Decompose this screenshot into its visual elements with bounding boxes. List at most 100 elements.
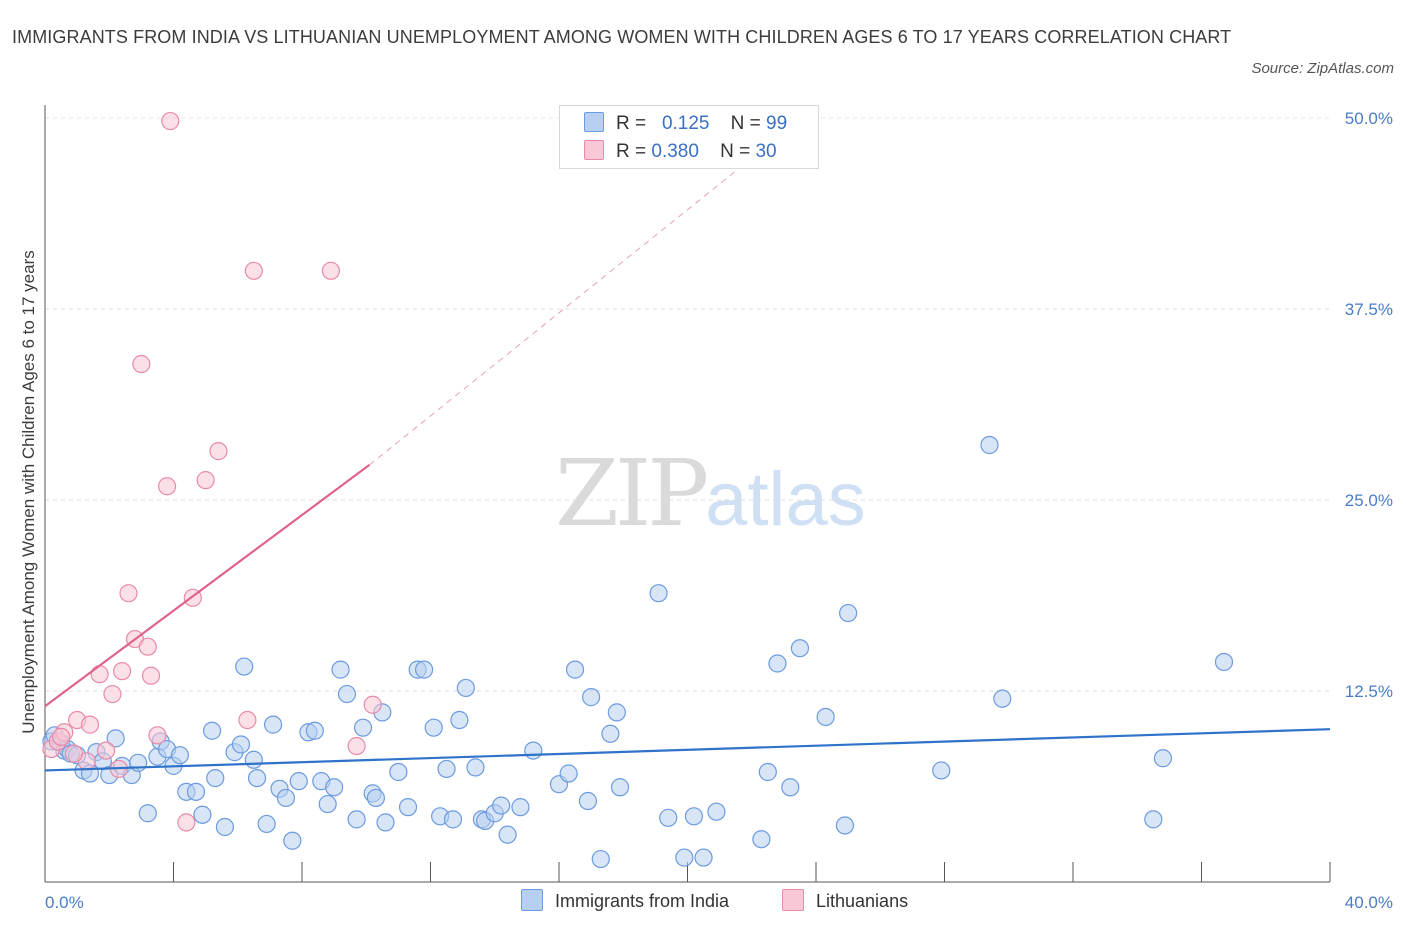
india-point	[106, 729, 125, 748]
india-point	[684, 807, 704, 826]
lithuanian-point	[177, 813, 196, 832]
bottom-legend-lithuanians: Lithuanians	[782, 889, 908, 912]
india-point	[138, 804, 157, 823]
y-tick-label: 12.5%	[1345, 682, 1393, 701]
legend-r-value: 0.125	[661, 113, 710, 134]
bottom-legend-label: Immigrants from India	[555, 891, 730, 911]
india-point	[366, 788, 385, 808]
lithuanian-point	[321, 261, 341, 280]
india-point	[337, 684, 357, 704]
india-point	[129, 753, 148, 772]
india-point	[835, 816, 855, 835]
y-tick-label: 25.0%	[1345, 491, 1393, 510]
india-point	[758, 762, 777, 782]
india-point	[1144, 810, 1163, 829]
bottom-legend-india: Immigrants from India	[521, 889, 729, 912]
lithuanian-trend-extension	[369, 160, 749, 466]
india-point	[437, 759, 456, 779]
india-point	[202, 721, 222, 740]
bottom-legend-swatch-lithuanians	[782, 889, 804, 911]
india-point	[276, 788, 296, 808]
india-point	[443, 810, 463, 829]
lithuanian-point	[51, 727, 71, 746]
y-tick-label: 50.0%	[1345, 109, 1393, 128]
lithuanian-point	[148, 726, 167, 745]
india-point	[781, 778, 800, 797]
india-point	[215, 817, 234, 837]
bottom-legend-label: Lithuanians	[816, 891, 909, 911]
india-point	[414, 660, 434, 679]
legend-row-lithuanians: R = 0.380 N = 30	[584, 140, 777, 166]
india-point	[1153, 749, 1173, 768]
india-point	[675, 848, 694, 867]
lithuanian-point	[119, 584, 138, 603]
india-point	[752, 830, 771, 849]
india-point	[601, 724, 620, 743]
india-point	[649, 584, 668, 603]
y-axis-label: Unemployment Among Women with Children A…	[19, 250, 38, 734]
india-point	[659, 808, 678, 827]
lithuanian-point	[157, 477, 177, 496]
india-point	[524, 741, 543, 760]
lithuanian-point	[209, 442, 228, 461]
india-point	[578, 791, 598, 811]
india-point	[289, 772, 308, 791]
lithuanian-point	[96, 741, 116, 760]
india-point	[193, 805, 212, 824]
india-point	[768, 654, 787, 673]
india-point	[511, 798, 530, 817]
india-point	[305, 721, 324, 740]
correlation-legend: R = 0.125 N = 99 R = 0.380 N = 30	[559, 105, 819, 169]
india-point	[424, 718, 443, 737]
india-point	[398, 798, 418, 817]
legend-swatch-india	[584, 112, 604, 132]
india-point	[247, 768, 267, 788]
india-point	[610, 778, 630, 797]
india-point	[559, 764, 578, 783]
legend-n-label: N =	[720, 141, 751, 162]
lithuanian-point	[244, 261, 263, 280]
lithuanian-point	[112, 662, 132, 681]
lithuanian-point	[347, 736, 366, 756]
legend-row-india: R = 0.125 N = 99	[584, 112, 787, 138]
source-label: Source: ZipAtlas.com	[1251, 60, 1394, 77]
india-point	[331, 660, 350, 679]
x-tick-label: 40.0%	[1345, 893, 1393, 912]
lithuanian-point	[138, 637, 157, 656]
legend-n-label: N =	[730, 113, 761, 134]
india-point	[1214, 652, 1234, 672]
legend-n-value: 30	[755, 141, 777, 162]
india-point	[498, 825, 517, 844]
lithuanian-point	[363, 695, 382, 714]
india-point	[206, 768, 225, 788]
india-point	[839, 603, 858, 623]
lithuanian-point	[196, 471, 215, 490]
lithuanian-trend-line	[44, 463, 371, 708]
lithuanian-point	[132, 354, 151, 374]
india-point	[816, 707, 835, 727]
india-point	[932, 761, 951, 780]
legend-swatch-lithuanians	[584, 140, 604, 160]
india-point	[283, 831, 302, 850]
india-point	[318, 794, 337, 814]
india-point	[993, 689, 1012, 708]
lithuanian-point	[238, 710, 257, 730]
lithuanian-point	[141, 666, 161, 685]
india-point	[565, 660, 585, 679]
india-point	[244, 750, 263, 769]
watermark-zip: ZIP	[555, 440, 709, 547]
india-point	[257, 814, 276, 834]
india-point	[450, 710, 469, 730]
legend-r-value: 0.380	[651, 141, 699, 162]
india-point	[707, 802, 726, 821]
legend-r-label: R =	[616, 113, 647, 134]
india-point	[591, 849, 610, 869]
lithuanian-point	[161, 111, 180, 131]
india-point	[170, 746, 190, 765]
india-point	[466, 758, 485, 777]
india-trend-line	[44, 728, 1331, 772]
india-point	[186, 782, 206, 801]
india-point	[456, 678, 475, 698]
lithuanian-point	[103, 684, 122, 704]
